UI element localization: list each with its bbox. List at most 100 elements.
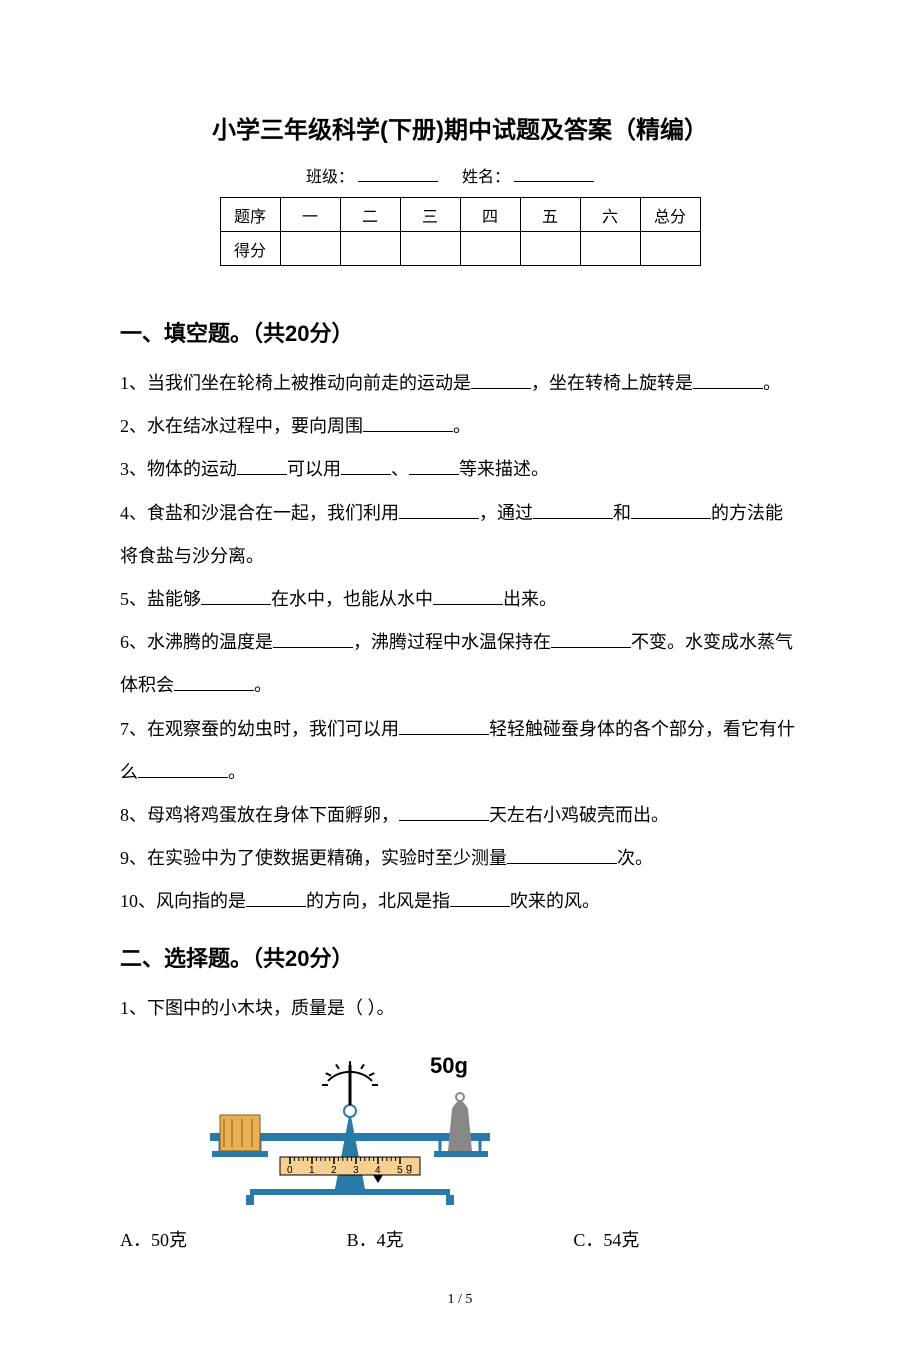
- q10-blank2: [450, 893, 510, 907]
- q4-blank1: [399, 505, 479, 519]
- th-5: 五: [520, 198, 580, 232]
- q10-text-a: 10、风向指的是: [120, 891, 246, 911]
- th-4: 四: [460, 198, 520, 232]
- q5-text-c: 出来。: [503, 589, 557, 609]
- q4-text-c: 和: [613, 503, 631, 523]
- td-score-label: 得分: [220, 232, 280, 266]
- th-3: 三: [400, 198, 460, 232]
- q7: 7、在观察蚕的幼虫时，我们可以用轻轻触碰蚕身体的各个部分，看它有什么。: [120, 708, 800, 794]
- q9-blank1: [507, 850, 617, 864]
- q6-blank2: [551, 634, 631, 648]
- q8-text-a: 8、母鸡将鸡蛋放在身体下面孵卵，: [120, 805, 399, 825]
- q4-blank3: [631, 505, 711, 519]
- q1-blank1: [471, 375, 531, 389]
- s2-q1: 1、下图中的小木块，质量是（ ）。: [120, 987, 800, 1030]
- q8-blank1: [399, 807, 489, 821]
- q10-text-b: 的方向，北风是指: [306, 891, 450, 911]
- svg-text:0: 0: [287, 1165, 293, 1176]
- name-blank: [514, 166, 594, 182]
- q1-text-c: 。: [763, 373, 781, 393]
- q3-blank1: [237, 461, 287, 475]
- svg-text:50g: 50g: [430, 1053, 468, 1078]
- q2-text-b: 。: [453, 416, 471, 436]
- section2-heading: 二、选择题。（共20分）: [120, 941, 800, 973]
- q8: 8、母鸡将鸡蛋放在身体下面孵卵， 天左右小鸡破壳而出。: [120, 794, 800, 837]
- option-b: B．4克: [347, 1226, 574, 1252]
- q7-text-c: 。: [228, 762, 246, 782]
- score-value-row: 得分: [220, 232, 700, 266]
- q3-blank3: [409, 461, 459, 475]
- th-seq: 题序: [220, 198, 280, 232]
- score-header-row: 题序 一 二 三 四 五 六 总分: [220, 198, 700, 232]
- q2-text-a: 2、水在结冰过程中，要向周围: [120, 416, 363, 436]
- q9-text-b: 次。: [617, 848, 653, 868]
- svg-text:g: g: [406, 1162, 412, 1174]
- q4-blank2: [533, 505, 613, 519]
- q5-blank2: [433, 591, 503, 605]
- balance-svg: 50g 0 1 2 3 4 5g: [190, 1041, 510, 1211]
- q6-text-b: ，沸腾过程中水温保持在: [353, 632, 551, 652]
- q10-text-c: 吹来的风。: [510, 891, 600, 911]
- q2-blank1: [363, 418, 453, 432]
- class-name-row: 班级： 姓名：: [120, 163, 800, 187]
- option-a: A．50克: [120, 1226, 347, 1252]
- q10-blank1: [246, 893, 306, 907]
- q6-text-a: 6、水沸腾的温度是: [120, 632, 273, 652]
- q7-blank2: [138, 764, 228, 778]
- q7-blank1: [399, 721, 489, 735]
- th-6: 六: [580, 198, 640, 232]
- name-label: 姓名：: [462, 169, 510, 186]
- q1: 1、当我们坐在轮椅上被推动向前走的运动是 ，坐在转椅上旋转是 。: [120, 362, 800, 405]
- q5-text-b: 在水中，也能从水中: [271, 589, 433, 609]
- td-1: [280, 232, 340, 266]
- svg-text:4: 4: [375, 1165, 381, 1176]
- q4: 4、食盐和沙混合在一起，我们利用，通过和的方法能将食盐与沙分离。: [120, 492, 800, 578]
- svg-text:3: 3: [353, 1165, 359, 1176]
- q6: 6、水沸腾的温度是，沸腾过程中水温保持在不变。水变成水蒸气体积会。: [120, 621, 800, 707]
- q3: 3、物体的运动 可以用 、 等来描述。: [120, 448, 800, 491]
- q10: 10、风向指的是 的方向，北风是指 吹来的风。: [120, 880, 800, 923]
- s2-q1-options: A．50克 B．4克 C．54克: [120, 1226, 800, 1252]
- q5-blank1: [201, 591, 271, 605]
- q3-text-b: 可以用: [287, 459, 341, 479]
- th-1: 一: [280, 198, 340, 232]
- balance-diagram: 50g 0 1 2 3 4 5g: [190, 1041, 800, 1216]
- q1-blank2: [693, 375, 763, 389]
- q6-blank1: [273, 634, 353, 648]
- score-table: 题序 一 二 三 四 五 六 总分 得分: [220, 197, 701, 266]
- q7-text-a: 7、在观察蚕的幼虫时，我们可以用: [120, 719, 399, 739]
- td-6: [580, 232, 640, 266]
- class-label: 班级：: [306, 169, 354, 186]
- td-5: [520, 232, 580, 266]
- exam-title: 小学三年级科学(下册)期中试题及答案（精编）: [120, 110, 800, 145]
- q1-text-b: ，坐在转椅上旋转是: [531, 373, 693, 393]
- q5-text-a: 5、盐能够: [120, 589, 201, 609]
- q6-blank3: [174, 677, 254, 691]
- td-total: [640, 232, 700, 266]
- th-2: 二: [340, 198, 400, 232]
- q3-text-a: 3、物体的运动: [120, 459, 237, 479]
- th-total: 总分: [640, 198, 700, 232]
- svg-text:2: 2: [331, 1165, 337, 1176]
- option-c: C．54克: [573, 1226, 800, 1252]
- q3-text-d: 等来描述。: [459, 459, 549, 479]
- q6-text-d: 。: [254, 675, 272, 695]
- svg-text:1: 1: [309, 1165, 315, 1176]
- q1-text-a: 1、当我们坐在轮椅上被推动向前走的运动是: [120, 373, 471, 393]
- q3-blank2: [341, 461, 391, 475]
- q2: 2、水在结冰过程中，要向周围 。: [120, 405, 800, 448]
- q9-text-a: 9、在实验中为了使数据更精确，实验时至少测量: [120, 848, 507, 868]
- td-2: [340, 232, 400, 266]
- q4-text-b: ，通过: [479, 503, 533, 523]
- q8-text-b: 天左右小鸡破壳而出。: [489, 805, 669, 825]
- svg-text:5: 5: [397, 1165, 403, 1176]
- td-4: [460, 232, 520, 266]
- section1-heading: 一、填空题。（共20分）: [120, 316, 800, 348]
- q3-text-c: 、: [391, 459, 409, 479]
- class-blank: [358, 166, 438, 182]
- page-number: 1 / 5: [120, 1292, 800, 1308]
- q5: 5、盐能够 在水中，也能从水中 出来。: [120, 578, 800, 621]
- q4-text-a: 4、食盐和沙混合在一起，我们利用: [120, 503, 399, 523]
- td-3: [400, 232, 460, 266]
- q9: 9、在实验中为了使数据更精确，实验时至少测量 次。: [120, 837, 800, 880]
